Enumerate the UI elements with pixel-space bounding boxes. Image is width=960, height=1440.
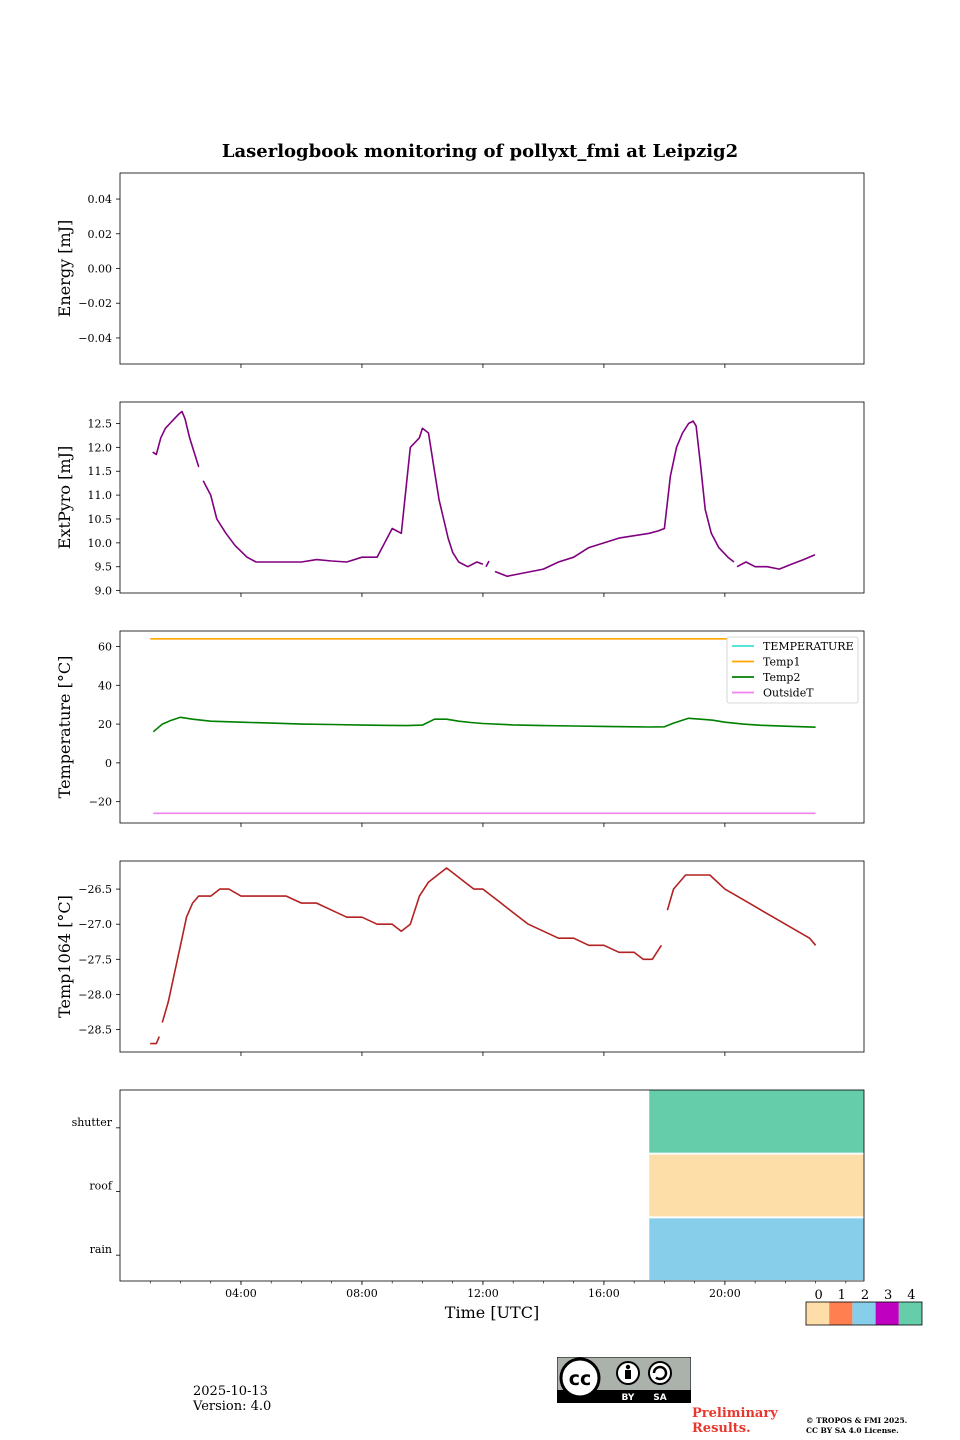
panel-extpyro: 12.5 12.0 11.5 11.0 10.5 10.0 9.5 9.0 ExtPyro [m… xyxy=(55,401,865,598)
panel-status: shutter roof rain 04:00 08:00 12:00 16:00 20:00… xyxy=(72,1089,923,1326)
cc-icon xyxy=(559,1357,601,1399)
y-tick-label: −0.02 xyxy=(78,297,112,310)
y-tick-label: 40 xyxy=(98,679,112,692)
colorbar-cell xyxy=(852,1302,876,1325)
y-tick-label: 60 xyxy=(98,641,112,654)
series-line-temp1064 xyxy=(150,867,817,1045)
x-tick-label: 04:00 xyxy=(225,1287,257,1300)
y-tick-label: 0.00 xyxy=(88,263,113,276)
x-tick-label: 08:00 xyxy=(346,1287,378,1300)
y-axis-label: ExtPyro [mJ] xyxy=(55,446,74,549)
axes-frame xyxy=(119,172,865,365)
y-tick-label: 11.5 xyxy=(88,465,113,478)
panel-energy: 0.04 0.02 0.00 −0.02 −0.04 Energy [mJ] xyxy=(55,172,865,368)
y-tick-label: −28.0 xyxy=(78,988,112,1001)
axes-frame xyxy=(119,630,865,824)
legend-entry: TEMPERATURE xyxy=(763,640,854,653)
status-block-rain xyxy=(649,1218,864,1280)
y-axis-label: Energy [mJ] xyxy=(55,220,74,318)
y-tick-label: 0 xyxy=(105,757,112,770)
row-label-roof: roof xyxy=(89,1180,113,1193)
footer-info: 2025-10-13 Version: 4.0 xyxy=(193,1384,271,1414)
panel-temp1064: −26.5 −27.0 −27.5 −28.0 −28.5 Temp1064 [°C] xyxy=(55,860,865,1056)
colorbar-cell xyxy=(898,1302,922,1325)
colorbar-cell xyxy=(806,1302,830,1325)
y-tick-label: −20 xyxy=(89,796,112,809)
y-tick-label: −27.0 xyxy=(78,918,112,931)
colorbar-tick-label: 0 xyxy=(814,1288,822,1303)
copyright-line2: CC BY SA 4.0 License. xyxy=(806,1426,899,1435)
y-tick-label: −26.5 xyxy=(78,883,112,896)
legend-entry: Temp2 xyxy=(763,671,800,684)
y-tick-label: 9.5 xyxy=(95,561,113,574)
x-tick-label: 12:00 xyxy=(467,1287,499,1300)
y-tick-label: 10.0 xyxy=(88,537,113,550)
axes-frame xyxy=(119,1089,865,1282)
y-tick-label: 0.04 xyxy=(88,193,113,206)
axes-frame xyxy=(119,860,865,1053)
y-tick-label: −27.5 xyxy=(78,953,112,966)
y-tick-label: −0.04 xyxy=(78,332,112,345)
preliminary-line1: Preliminary xyxy=(692,1406,778,1421)
y-tick-label: 20 xyxy=(98,718,112,731)
axes-frame xyxy=(119,401,865,594)
colorbar-tick-label: 1 xyxy=(838,1288,846,1303)
legend-entry: Temp1 xyxy=(763,656,800,669)
row-label-rain: rain xyxy=(90,1243,112,1256)
share-alike-icon xyxy=(648,1361,672,1385)
series-line-extpyro xyxy=(152,410,816,578)
y-tick-label: 12.5 xyxy=(88,417,113,430)
status-block-shutter xyxy=(649,1090,864,1153)
chart-title: Laserlogbook monitoring of pollyxt_fmi a… xyxy=(221,141,739,162)
colorbar-tick-label: 4 xyxy=(907,1288,915,1303)
y-axis-label: Temp1064 [°C] xyxy=(55,895,74,1018)
legend: TEMPERATURE Temp1 Temp2 OutsideT xyxy=(726,636,859,704)
y-tick-label: 11.0 xyxy=(88,489,113,502)
cc-license-badge: cc BY SA xyxy=(557,1357,691,1403)
legend-entry: OutsideT xyxy=(763,687,814,700)
y-tick-label: 10.5 xyxy=(88,513,113,526)
sa-label: SA xyxy=(653,1393,666,1403)
panel-temperature: 60 40 20 0 −20 Temperature [°C] TEMPERATURE Tem… xyxy=(55,630,865,827)
y-tick-label: 9.0 xyxy=(95,585,113,598)
legend-box xyxy=(726,636,859,704)
copyright-note: © TROPOS & FMI 2025. CC BY SA 4.0 Licens… xyxy=(806,1416,907,1436)
preliminary-note: Preliminary Results. xyxy=(692,1406,778,1436)
y-axis-label: Temperature [°C] xyxy=(55,656,74,799)
row-label-shutter: shutter xyxy=(72,1116,113,1129)
footer-version: Version: 4.0 xyxy=(193,1399,272,1414)
x-tick-label: 20:00 xyxy=(709,1287,741,1300)
colorbar-cell xyxy=(875,1302,899,1325)
status-block-roof xyxy=(649,1154,864,1217)
colorbar-tick-label: 2 xyxy=(861,1288,869,1303)
y-tick-label: 12.0 xyxy=(88,441,113,454)
footer-date: 2025-10-13 xyxy=(193,1384,268,1399)
preliminary-line2: Results. xyxy=(692,1421,751,1436)
series-line-temp2 xyxy=(152,716,816,733)
x-axis-label: Time [UTC] xyxy=(445,1303,539,1322)
colorbar-tick-label: 3 xyxy=(884,1288,892,1303)
cc-text: cc xyxy=(569,1368,592,1390)
colorbar-frame xyxy=(805,1301,923,1326)
copyright-line1: © TROPOS & FMI 2025. xyxy=(806,1416,908,1425)
by-label: BY xyxy=(622,1393,635,1403)
y-tick-label: −28.5 xyxy=(78,1024,112,1037)
x-tick-label: 16:00 xyxy=(588,1287,620,1300)
colorbar-cell xyxy=(829,1302,853,1325)
y-tick-label: 0.02 xyxy=(88,228,113,241)
